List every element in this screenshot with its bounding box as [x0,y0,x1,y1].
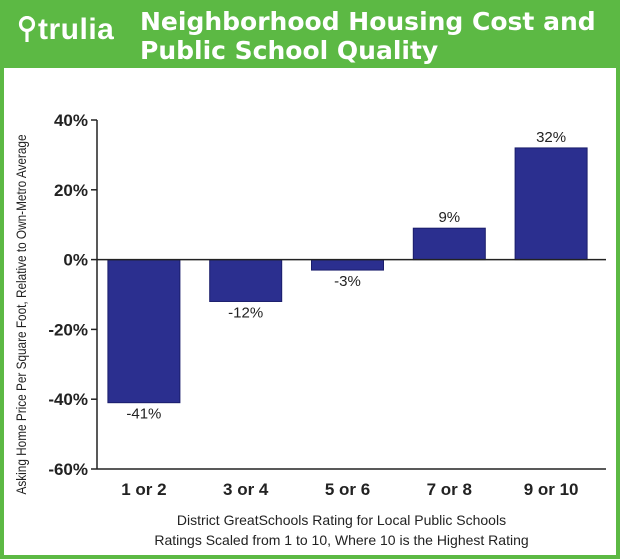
y-axis-label: Asking Home Price Per Square Foot, Relat… [13,134,29,494]
bar-9-or-10 [514,147,588,261]
bar-value-label: -41% [126,406,161,423]
bar-chart: 40% 20% 0% -20% -40% -60% -41% -12% -3% 9% 32% 1 … [13,111,606,548]
x-category-label: 3 or 4 [223,480,269,499]
x-category-label: 9 or 10 [524,480,579,499]
bar-7-or-8 [412,227,486,261]
y-tick-label: -20% [48,320,88,339]
x-axis-categories: 1 or 2 3 or 4 5 or 6 7 or 8 9 or 10 [121,480,578,499]
y-axis-ticks: 40% 20% 0% -20% -40% -60% [48,111,97,479]
x-axis-label-line2: Ratings Scaled from 1 to 10, Where 10 is… [154,532,528,548]
bar-value-labels: -41% -12% -3% 9% 32% [126,129,566,423]
x-category-label: 5 or 6 [325,480,370,499]
bar-1-or-2 [107,259,181,404]
bar-value-label: -3% [334,273,361,290]
logo-text: trulia [38,13,115,46]
x-category-label: 7 or 8 [427,480,472,499]
y-tick-label: -60% [48,460,88,479]
bar-3-or-4 [209,259,283,302]
chart-title-line2: Public School Quality [140,36,439,65]
y-tick-label: 40% [54,111,88,130]
bar-5-or-6 [311,259,384,271]
bar-value-label: -12% [228,304,263,321]
y-tick-label: 0% [63,251,88,270]
x-category-label: 1 or 2 [121,480,166,499]
chart-title-line1: Neighborhood Housing Cost and [140,7,596,36]
header-bar: trulia Neighborhood Housing Cost and Pub… [4,4,616,68]
x-axis-label-line1: District GreatSchools Rating for Local P… [177,512,506,528]
location-pin-icon [18,16,36,42]
y-tick-label: 20% [54,181,88,200]
bar-value-label: 32% [536,129,566,146]
y-tick-label: -40% [48,390,88,409]
bars-group [107,147,588,404]
chart-title: Neighborhood Housing Cost and Public Sch… [140,7,610,65]
bar-value-label: 9% [438,209,460,226]
chart-area: 40% 20% 0% -20% -40% -60% -41% -12% -3% 9% 32% 1 … [4,68,616,555]
trulia-logo: trulia [18,10,114,50]
